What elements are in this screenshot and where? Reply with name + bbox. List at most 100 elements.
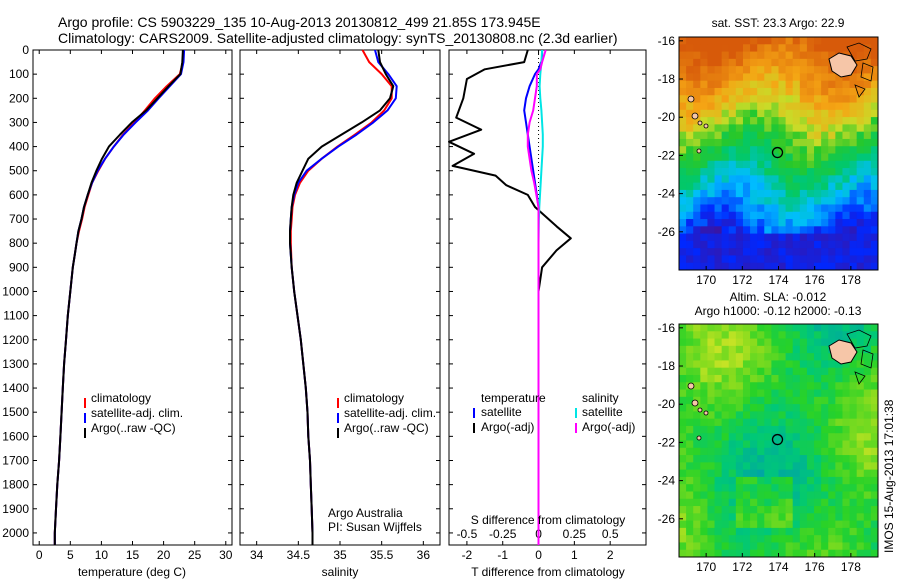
map-cell [721,73,730,82]
temperature-axis-ticks: 0 5 10 15 20 25 30 [36,50,233,562]
map-cell [792,66,801,75]
map-cell [693,389,701,398]
map-cell [707,382,716,391]
map-cell [735,80,744,89]
map-cell [778,44,787,53]
map-cell [693,324,701,332]
map-cell [707,182,716,191]
map-cell [863,506,872,514]
map-cell [814,197,822,206]
map-cell [714,131,723,140]
map-cell [856,382,865,391]
map-cell [814,87,822,96]
map-cell [856,109,865,118]
map-cell [828,80,836,89]
map-cell [721,455,730,463]
map-cell [842,95,851,104]
map-cell [735,255,744,264]
map-cell [799,95,808,104]
map-cell [679,87,687,96]
map-cell [707,262,716,270]
map-cell [870,469,878,478]
map-cell [842,425,851,434]
map-cell [750,248,758,257]
map-cell [778,425,787,434]
map-cell [721,353,730,362]
map-cell [686,109,694,118]
map-cell [806,462,815,471]
map-cell [835,455,844,463]
map-cell [792,411,801,420]
map-cell [750,117,758,125]
map-cell [870,87,878,96]
map-cell [792,433,801,442]
map-cell [686,248,694,257]
map-cell [799,102,808,111]
map-cell [806,469,815,478]
longitude-tick-label: 170 [696,273,716,287]
map-cell [828,447,836,456]
map-cell [679,160,687,169]
map-cell [785,248,794,257]
map-cell [679,360,687,369]
map-cell [686,153,694,162]
map-cell [764,396,772,405]
map-cell [785,440,794,449]
map-cell [757,95,765,104]
map-cell [792,469,801,478]
map-cell [679,367,687,376]
map-cell [799,153,808,162]
depth-tick-label: 0 [22,43,29,57]
map-cell [806,324,815,332]
map-cell [700,353,709,362]
map-cell [849,425,858,434]
map-cell [679,506,687,514]
map-cell [742,520,751,529]
map-cell [785,331,794,340]
map-cell [842,146,851,155]
map-cell [686,476,694,485]
map-cell [870,160,878,169]
map-cell [856,418,865,427]
map-cell [821,182,829,191]
map-cell [842,462,851,471]
map-cell [792,491,801,500]
map-cell [799,447,808,456]
map-cell [771,418,780,427]
map-cell [700,262,709,270]
map-cell [856,124,865,133]
map-cell [693,491,701,500]
series-argo-raw-qc [289,49,395,545]
map-cell [771,469,780,478]
map-cell [821,367,829,376]
map-cell [821,153,829,162]
map-cell [821,211,829,220]
map-cell [785,498,794,507]
map-cell [742,204,751,213]
map-cell [806,506,815,514]
series-salinity-argo-adj [526,49,547,545]
map-cell [821,498,829,507]
map-cell [721,542,730,551]
map-cell [814,506,822,514]
map-cell [856,535,865,544]
map-cell [707,411,716,420]
map-cell [870,240,878,249]
map-cell [863,367,872,376]
map-cell [806,160,815,169]
map-cell [700,51,709,60]
map-cell [686,469,694,478]
map-cell [764,204,772,213]
map-cell [799,338,808,347]
map-cell [863,168,872,176]
map-cell [750,66,758,75]
map-cell [728,549,737,557]
map-cell [735,345,744,354]
map-cell [728,102,737,111]
map-cell [870,353,878,362]
map-cell [750,425,758,434]
latitude-tick-label: -24 [658,187,676,201]
map-cell [771,80,780,89]
map-cell [686,542,694,551]
map-cell [792,160,801,169]
